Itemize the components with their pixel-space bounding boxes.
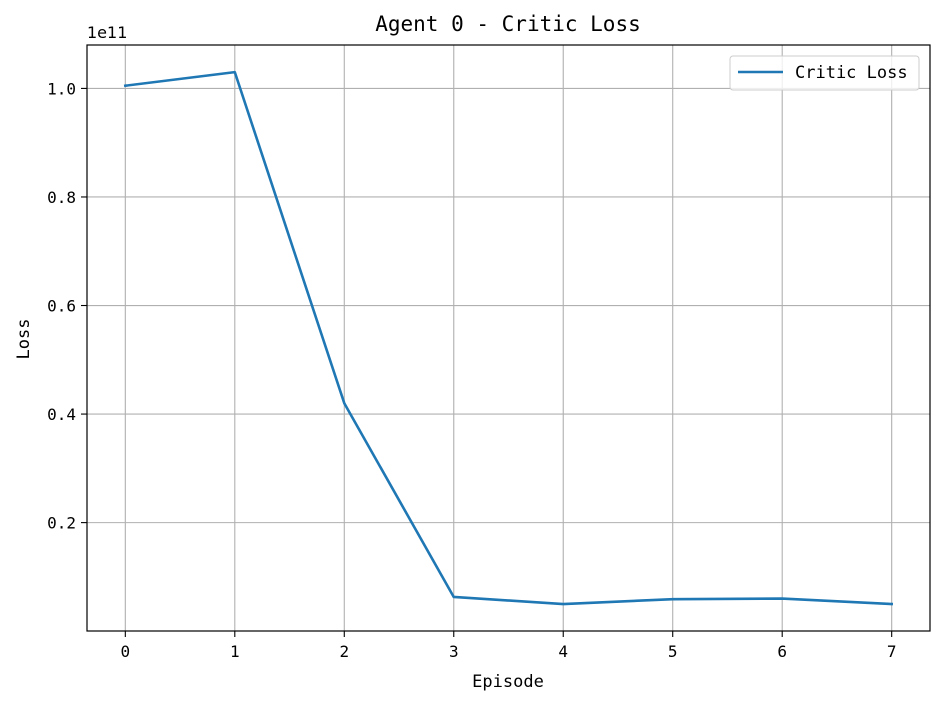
legend: Critic Loss: [729, 55, 920, 91]
legend-label: Critic Loss: [795, 63, 908, 83]
x-axis-label: Episode: [472, 672, 544, 692]
y-tick-label: 0.8: [47, 188, 76, 207]
x-tick-label: 1: [230, 642, 240, 661]
legend-box: [729, 55, 920, 91]
y-tick-label: 0.4: [47, 405, 76, 424]
grid-lines: [87, 45, 930, 631]
y-tick-label: 0.6: [47, 297, 76, 316]
x-tick-label: 7: [887, 642, 897, 661]
series-layer: [123, 70, 894, 606]
plot-frame: [86, 44, 931, 632]
tick-layer: 0 1 2 3 4 5 6 7 0.2 0.4 0.6 0.8 1.0: [47, 79, 896, 661]
x-tick-label: 2: [339, 642, 349, 661]
y-axis-offset-label: 1e11: [87, 23, 127, 42]
x-tick-label: 0: [120, 642, 130, 661]
series-line: [123, 70, 894, 606]
y-tick-label: 1.0: [47, 79, 76, 98]
x-tick-label: 3: [449, 642, 459, 661]
y-axis-label: Loss: [14, 319, 34, 360]
x-tick-label: 6: [777, 642, 787, 661]
y-tick-label: 0.2: [47, 514, 76, 533]
x-tick-label: 5: [668, 642, 678, 661]
x-tick-label: 4: [558, 642, 568, 661]
chart-title: Agent 0 - Critic Loss: [375, 12, 641, 36]
